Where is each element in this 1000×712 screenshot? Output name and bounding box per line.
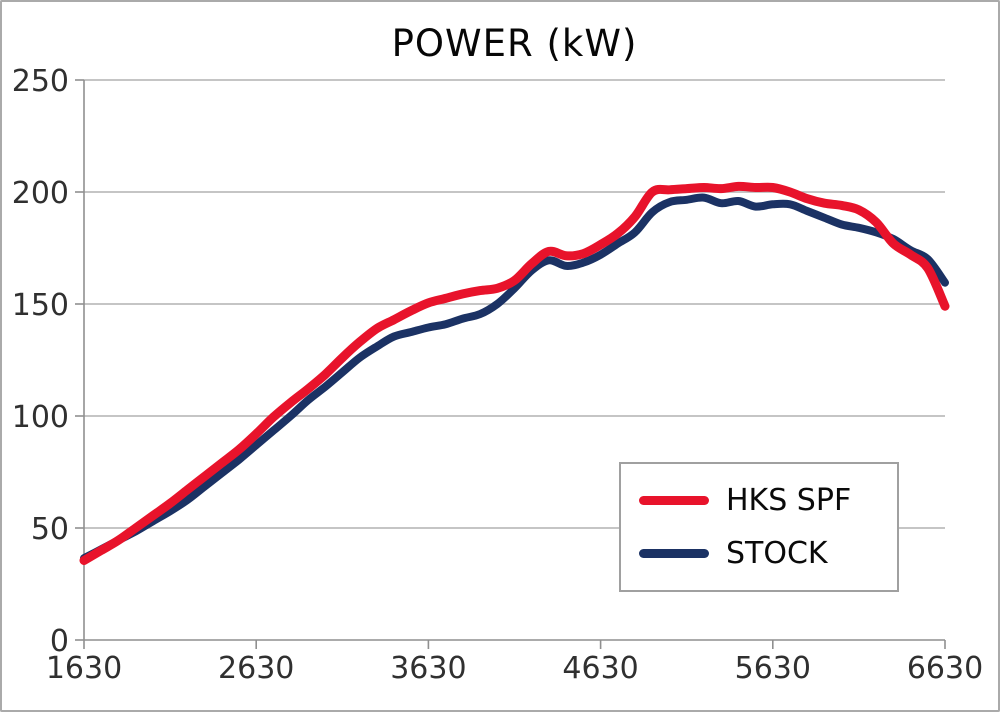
x-tick-label: 2630 [218,651,294,686]
y-tick-label: 250 [12,64,69,99]
legend: HKS SPF STOCK [619,462,899,592]
y-tick-label: 200 [12,176,69,211]
legend-label-hks-spf: HKS SPF [726,482,852,518]
y-tick-label: 50 [31,512,69,547]
y-tick-label: 0 [50,624,69,659]
hks-spf-line-swatch [639,495,709,505]
legend-item-stock: STOCK [639,536,897,571]
x-tick-label: 6630 [907,651,983,686]
stock-line-swatch [639,549,709,559]
y-tick-label: 100 [12,400,69,435]
chart-title: POWER (kW) [391,22,638,65]
x-tick-label: 1630 [46,651,122,686]
x-tick-label: 4630 [562,651,638,686]
series-line-hks-spf [79,181,950,565]
x-tick-label: 3630 [390,651,466,686]
series-line-stock [80,193,949,563]
legend-label-stock: STOCK [726,536,828,572]
x-tick-label: 5630 [735,651,811,686]
y-tick-label: 150 [12,288,69,323]
legend-item-hks-spf: HKS SPF [639,483,897,518]
